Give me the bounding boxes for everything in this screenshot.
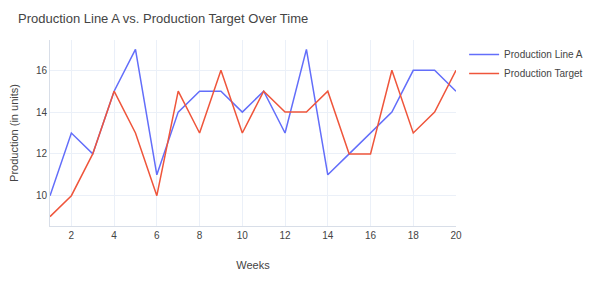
svg-text:Production Target: Production Target [504,68,582,79]
svg-text:8: 8 [197,230,203,241]
svg-text:Production Line A vs. Producti: Production Line A vs. Production Target … [18,11,308,26]
svg-text:16: 16 [365,230,377,241]
svg-text:Production Line A: Production Line A [504,49,583,60]
svg-text:16: 16 [36,65,48,76]
svg-text:Weeks: Weeks [236,259,270,271]
svg-text:10: 10 [36,190,48,201]
svg-text:14: 14 [322,230,334,241]
svg-text:14: 14 [36,107,48,118]
svg-text:18: 18 [408,230,420,241]
svg-text:6: 6 [154,230,160,241]
svg-text:Production (in units): Production (in units) [8,84,20,182]
svg-text:12: 12 [279,230,291,241]
svg-text:12: 12 [36,148,48,159]
svg-text:10: 10 [237,230,249,241]
svg-text:4: 4 [111,230,117,241]
svg-text:2: 2 [69,230,75,241]
svg-text:20: 20 [450,230,462,241]
